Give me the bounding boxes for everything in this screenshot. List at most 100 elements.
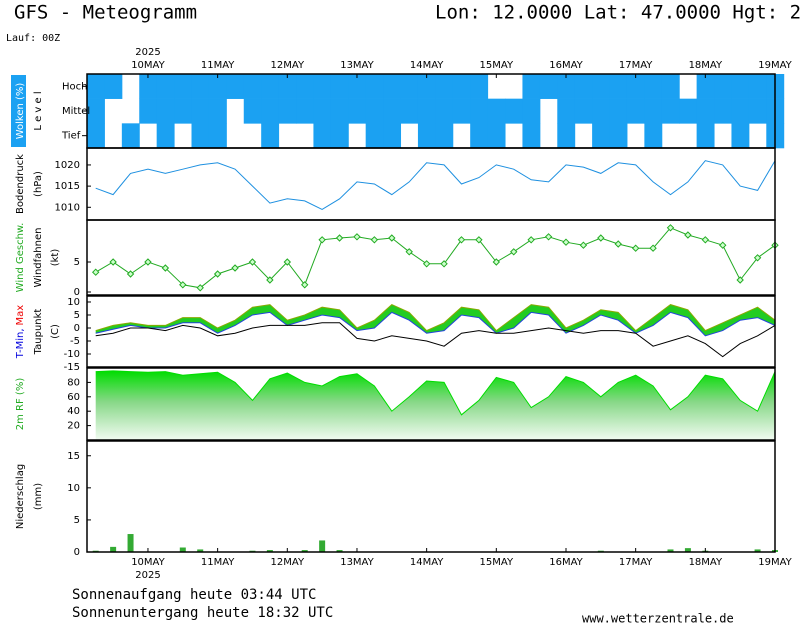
cloud-cell — [208, 98, 227, 124]
cloud-cell — [539, 74, 558, 99]
cloud-cell — [400, 98, 419, 124]
cloud-cell — [714, 98, 732, 124]
marker — [335, 234, 344, 242]
cloud-cell — [696, 74, 715, 99]
cloud-cell — [731, 74, 750, 99]
cloud-cell — [278, 98, 297, 124]
cloud-cell — [296, 123, 314, 148]
cloud-cell — [644, 74, 663, 99]
cloud-cell — [365, 123, 384, 149]
cloud-cell — [417, 74, 436, 99]
x-tick-label: 18MAY — [689, 60, 723, 71]
cloud-cell — [365, 98, 384, 124]
cloud-cell — [714, 74, 732, 99]
x-tick-label: 17MAY — [619, 60, 653, 71]
cloud-cell — [244, 123, 262, 148]
cloud-cell — [679, 123, 697, 148]
cloud-cell — [174, 98, 193, 124]
cloud-cell — [505, 74, 523, 99]
bar — [127, 534, 134, 552]
marker — [527, 236, 535, 244]
cloud-cell — [243, 74, 262, 99]
marker — [370, 236, 379, 244]
y-axis-label-part: (C) — [50, 324, 61, 339]
y-axis-label: (hPa) — [33, 171, 44, 197]
level-label: Hoch — [62, 81, 87, 92]
cloud-cell — [592, 98, 611, 124]
cloud-cell — [749, 123, 767, 148]
cloud-cell — [122, 74, 140, 99]
cloud-cell — [626, 98, 645, 124]
marker — [666, 224, 675, 232]
cloud-cell — [470, 123, 489, 149]
cloud-cell — [104, 123, 122, 148]
marker — [736, 276, 744, 284]
cloud-cell — [574, 98, 593, 124]
cloud-cell — [87, 123, 105, 149]
rh-line — [95, 370, 776, 416]
y-axis-label: (C) — [50, 324, 61, 339]
cloud-cell — [609, 74, 628, 99]
cloud-cell — [191, 74, 210, 99]
cloud-cell — [731, 123, 750, 149]
level-label: Tief — [61, 131, 81, 142]
cloud-cell — [487, 123, 506, 149]
y-tick-label: 5 — [74, 515, 80, 526]
marker — [213, 270, 222, 278]
marker — [179, 281, 187, 289]
marker — [649, 244, 657, 252]
cloud-cell — [557, 98, 576, 124]
cloud-cell — [226, 74, 245, 99]
y-tick-label: 10 — [67, 483, 80, 494]
cloud-cell — [330, 123, 349, 149]
x-tick-label: 12MAY — [271, 60, 305, 71]
cloud-cell — [104, 74, 123, 99]
cloud-cell — [609, 98, 628, 124]
cloud-cell — [348, 123, 366, 148]
cloud-cell — [296, 74, 314, 99]
cloud-cell — [174, 74, 193, 99]
bar — [684, 548, 691, 552]
marker — [544, 233, 553, 241]
y-axis-label: 2m RF (%) — [15, 378, 26, 431]
cloud-cell — [696, 98, 715, 124]
cloud-cell — [470, 74, 489, 99]
cloud-cell — [452, 74, 471, 99]
x-tick-label: 13MAY — [340, 557, 374, 568]
cloud-cell — [139, 123, 157, 148]
cloud-cell — [417, 123, 436, 149]
y-tick-label: 5 — [74, 257, 80, 268]
panel-frame — [86, 295, 776, 368]
y-axis-label-part: 2m RF (%) — [15, 378, 26, 431]
x-tick-label: 14MAY — [410, 60, 444, 71]
marker — [753, 254, 762, 262]
y-axis-label: Wolken (%) — [15, 83, 26, 140]
bar — [336, 550, 343, 552]
location: Lon: 12.0000 Lat: 47.0000 Hgt: 2 — [435, 2, 800, 24]
x-tick-label: 15MAY — [480, 60, 514, 71]
cloud-cell — [279, 123, 297, 148]
y-axis-label-part: (hPa) — [33, 171, 44, 197]
data-line — [95, 160, 776, 210]
marker — [196, 284, 204, 292]
marker — [492, 258, 501, 266]
marker — [614, 240, 622, 248]
x-tick-label: 10MAY — [131, 557, 165, 568]
title: GFS - Meteogramm — [14, 2, 197, 24]
cloud-cell — [156, 123, 175, 149]
cloud-cell — [626, 74, 645, 99]
cloud-cell — [174, 123, 192, 148]
marker — [318, 236, 326, 244]
cloud-cell — [748, 74, 767, 99]
marker — [440, 260, 448, 268]
cloud-cell — [296, 98, 314, 124]
cloud-cell — [574, 74, 593, 99]
cloud-cell — [365, 74, 384, 99]
marker — [597, 234, 605, 242]
marker — [579, 241, 588, 249]
y-axis-label: Taupunkt — [33, 309, 44, 356]
cloud-cell — [383, 123, 402, 149]
x-tick-label: 14MAY — [410, 557, 444, 568]
y-tick-label: 60 — [67, 392, 80, 403]
